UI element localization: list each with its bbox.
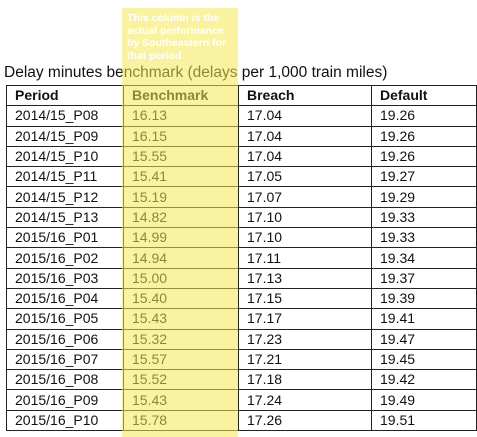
table-row: 2015/16_P04 15.40 17.15 19.39 <box>6 287 477 310</box>
cell-benchmark: 15.57 <box>123 348 239 371</box>
cell-default: 19.26 <box>371 105 477 127</box>
cell-benchmark: 15.41 <box>123 166 239 188</box>
cell-default: 19.37 <box>371 267 477 289</box>
cell-benchmark: 15.55 <box>123 145 239 168</box>
table-row: 2014/15_P08 16.13 17.04 19.26 <box>6 105 477 127</box>
cell-benchmark: 15.40 <box>123 287 239 310</box>
header-default: Default <box>371 84 477 107</box>
cell-default: 19.41 <box>371 308 477 330</box>
cell-breach: 17.21 <box>238 348 372 371</box>
cell-breach: 17.07 <box>238 186 372 208</box>
cell-benchmark: 14.82 <box>123 206 239 229</box>
cell-benchmark: 14.99 <box>123 227 239 249</box>
cell-benchmark: 15.00 <box>123 267 239 289</box>
table-row: 2014/15_P13 14.82 17.10 19.33 <box>6 206 477 229</box>
cell-default: 19.33 <box>371 206 477 229</box>
cell-period: 2014/15_P08 <box>6 105 124 127</box>
cell-period: 2015/16_P08 <box>6 369 124 391</box>
cell-breach: 17.11 <box>238 247 372 269</box>
cell-breach: 17.18 <box>238 369 372 391</box>
cell-breach: 17.04 <box>238 145 372 168</box>
cell-period: 2015/16_P06 <box>6 328 124 350</box>
cell-default: 19.34 <box>371 247 477 269</box>
cell-default: 19.33 <box>371 227 477 249</box>
table-row: 2015/16_P10 15.78 17.26 19.51 <box>6 409 477 432</box>
cell-breach: 17.05 <box>238 166 372 188</box>
cell-benchmark: 16.15 <box>123 125 239 147</box>
cell-period: 2015/16_P01 <box>6 227 124 249</box>
cell-default: 19.49 <box>371 389 477 411</box>
table-row: 2015/16_P03 15.00 17.13 19.37 <box>6 267 477 289</box>
cell-default: 19.51 <box>371 409 477 432</box>
table-row: 2015/16_P07 15.57 17.21 19.45 <box>6 348 477 371</box>
table-row: 2014/15_P11 15.41 17.05 19.27 <box>6 166 477 188</box>
cell-period: 2014/15_P12 <box>6 186 124 208</box>
cell-breach: 17.23 <box>238 328 372 350</box>
table-row: 2014/15_P09 16.15 17.04 19.26 <box>6 125 477 147</box>
table-row: 2015/16_P06 15.32 17.23 19.47 <box>6 328 477 350</box>
header-breach: Breach <box>238 84 372 107</box>
cell-period: 2014/15_P13 <box>6 206 124 229</box>
cell-breach: 17.24 <box>238 389 372 411</box>
cell-period: 2015/16_P05 <box>6 308 124 330</box>
cell-period: 2015/16_P04 <box>6 287 124 310</box>
cell-period: 2014/15_P10 <box>6 145 124 168</box>
cell-period: 2014/15_P09 <box>6 125 124 147</box>
benchmark-table: Period Benchmark Breach Default 2014/15_… <box>6 84 477 432</box>
cell-period: 2015/16_P07 <box>6 348 124 371</box>
cell-benchmark: 16.13 <box>123 105 239 127</box>
cell-period: 2015/16_P02 <box>6 247 124 269</box>
table-row: 2015/16_P09 15.43 17.24 19.49 <box>6 389 477 411</box>
cell-default: 19.39 <box>371 287 477 310</box>
cell-benchmark: 15.52 <box>123 369 239 391</box>
cell-default: 19.42 <box>371 369 477 391</box>
cell-breach: 17.04 <box>238 105 372 127</box>
header-benchmark: Benchmark <box>123 84 239 107</box>
cell-default: 19.47 <box>371 328 477 350</box>
cell-default: 19.26 <box>371 125 477 147</box>
cell-benchmark: 15.43 <box>123 389 239 411</box>
cell-breach: 17.10 <box>238 206 372 229</box>
cell-benchmark: 14.94 <box>123 247 239 269</box>
cell-benchmark: 15.78 <box>123 409 239 432</box>
highlight-annotation: This column is the actual performance by… <box>127 12 227 62</box>
table-row: 2015/16_P01 14.99 17.10 19.33 <box>6 227 477 249</box>
cell-default: 19.26 <box>371 145 477 168</box>
cell-breach: 17.13 <box>238 267 372 289</box>
cell-period: 2015/16_P03 <box>6 267 124 289</box>
table-row: 2015/16_P02 14.94 17.11 19.34 <box>6 247 477 269</box>
cell-period: 2015/16_P10 <box>6 409 124 432</box>
table-header-row: Period Benchmark Breach Default <box>6 84 477 107</box>
cell-default: 19.29 <box>371 186 477 208</box>
cell-period: 2014/15_P11 <box>6 166 124 188</box>
cell-benchmark: 15.19 <box>123 186 239 208</box>
table-row: 2014/15_P10 15.55 17.04 19.26 <box>6 145 477 168</box>
cell-period: 2015/16_P09 <box>6 389 124 411</box>
cell-default: 19.27 <box>371 166 477 188</box>
table-row: 2015/16_P05 15.43 17.17 19.41 <box>6 308 477 330</box>
table-body: 2014/15_P08 16.13 17.04 19.26 2014/15_P09 16.… <box>6 105 477 432</box>
cell-breach: 17.15 <box>238 287 372 310</box>
cell-default: 19.45 <box>371 348 477 371</box>
cell-benchmark: 15.43 <box>123 308 239 330</box>
cell-benchmark: 15.32 <box>123 328 239 350</box>
cell-breach: 17.10 <box>238 227 372 249</box>
cell-breach: 17.17 <box>238 308 372 330</box>
table-row: 2015/16_P08 15.52 17.18 19.42 <box>6 369 477 391</box>
table-title: Delay minutes benchmark (delays per 1,00… <box>4 64 388 81</box>
cell-breach: 17.26 <box>238 409 372 432</box>
table-row: 2014/15_P12 15.19 17.07 19.29 <box>6 186 477 208</box>
header-period: Period <box>6 84 124 107</box>
cell-breach: 17.04 <box>238 125 372 147</box>
